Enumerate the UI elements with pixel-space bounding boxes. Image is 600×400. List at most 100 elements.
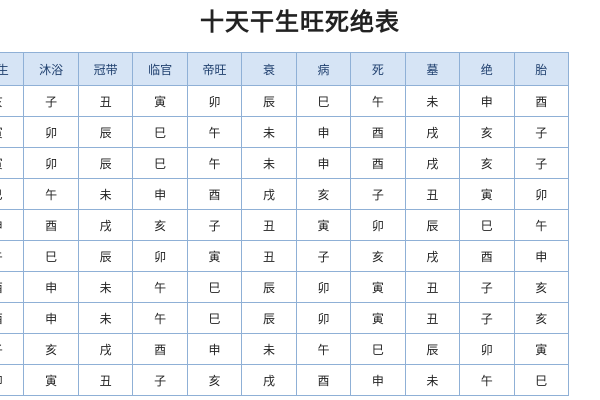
table-cell: 卯 (350, 209, 406, 241)
table-row: 酉申未午巳辰卯寅丑子亥 (0, 302, 570, 334)
table-cell: 卯 (0, 364, 25, 396)
table-cell: 酉 (132, 333, 188, 365)
table-cell: 亥 (132, 209, 188, 241)
table-cell: 丑 (241, 209, 297, 241)
table-cell: 寅 (295, 209, 352, 241)
table-cell: 午 (186, 147, 243, 179)
table-cell: 卯 (186, 85, 243, 117)
table-cell: 午 (459, 364, 515, 396)
table-cell: 子 (132, 364, 188, 396)
table-cell: 亥 (295, 178, 352, 210)
table-cell: 卯 (295, 302, 352, 334)
table-cell: 丑 (404, 271, 461, 303)
table-row: 子亥戌酉申未午巳辰卯寅 (0, 333, 570, 365)
header-cell: 帝旺 (186, 52, 243, 86)
table-row: 酉申未午巳辰卯寅丑子亥 (0, 271, 570, 303)
table-cell: 辰 (404, 333, 461, 365)
table-cell: 寅 (0, 147, 25, 179)
table-row: 亥子丑寅卯辰巳午未申酉 (0, 85, 570, 117)
table-cell: 辰 (241, 302, 297, 334)
table-cell: 巳 (132, 116, 188, 148)
table-cell: 巳 (0, 178, 25, 210)
table-cell: 寅 (513, 333, 570, 365)
table-cell: 辰 (77, 147, 134, 179)
table-cell: 申 (186, 333, 243, 365)
table-cell: 亥 (459, 147, 515, 179)
table-cell: 亥 (459, 116, 515, 148)
table-cell: 子 (513, 147, 570, 179)
table-cell: 寅 (0, 116, 25, 148)
table-cell: 午 (132, 271, 188, 303)
table-cell: 子 (23, 85, 79, 117)
table-cell: 酉 (0, 271, 25, 303)
table-cell: 辰 (241, 271, 297, 303)
table-cell: 巳 (23, 240, 79, 272)
table-cell: 巳 (132, 147, 188, 179)
table-cell: 子 (350, 178, 406, 210)
table-cell: 子 (459, 302, 515, 334)
table-cell: 巳 (295, 85, 352, 117)
table-cell: 巳 (513, 364, 570, 396)
table-cell: 丑 (241, 240, 297, 272)
table-cell: 寅 (132, 85, 188, 117)
table-cell: 寅 (459, 178, 515, 210)
table-cell: 辰 (77, 240, 134, 272)
table-cell: 亥 (0, 85, 25, 117)
table-cell: 辰 (77, 116, 134, 148)
table-cell: 子 (459, 271, 515, 303)
table-cell: 亥 (513, 302, 570, 334)
table-cell: 午 (513, 209, 570, 241)
table-cell: 子 (186, 209, 243, 241)
table-cell: 戌 (404, 116, 461, 148)
table-row: 巳午未申酉戌亥子丑寅卯 (0, 178, 570, 210)
table-cell: 午 (0, 240, 25, 272)
header-row: 长生沐浴冠带临官帝旺衰病死墓绝胎 (0, 52, 570, 86)
table-cell: 丑 (404, 178, 461, 210)
table-cell: 戌 (77, 333, 134, 365)
table-cell: 戌 (77, 209, 134, 241)
header-cell: 衰 (241, 52, 297, 86)
table-cell: 寅 (350, 302, 406, 334)
table-cell: 戌 (241, 178, 297, 210)
table-cell: 寅 (350, 271, 406, 303)
table-cell: 巳 (350, 333, 406, 365)
table-cell: 卯 (459, 333, 515, 365)
table-cell: 巳 (186, 302, 243, 334)
table-cell: 申 (0, 209, 25, 241)
table-cell: 辰 (241, 85, 297, 117)
table-cell: 未 (404, 85, 461, 117)
table-cell: 午 (23, 178, 79, 210)
table-cell: 未 (77, 302, 134, 334)
table-cell: 申 (295, 147, 352, 179)
table-cell: 卯 (132, 240, 188, 272)
table-row: 卯寅丑子亥戌酉申未午巳 (0, 364, 570, 396)
table-cell: 子 (0, 333, 25, 365)
table-cell: 申 (295, 116, 352, 148)
table-cell: 未 (404, 364, 461, 396)
table-cell: 酉 (23, 209, 79, 241)
table-cell: 酉 (295, 364, 352, 396)
table-cell: 酉 (0, 302, 25, 334)
table-cell: 亥 (350, 240, 406, 272)
table-cell: 酉 (350, 116, 406, 148)
table-cell: 酉 (350, 147, 406, 179)
table-cell: 丑 (77, 364, 134, 396)
table-cell: 酉 (186, 178, 243, 210)
table-body: 亥子丑寅卯辰巳午未申酉寅卯辰巳午未申酉戌亥子寅卯辰巳午未申酉戌亥子巳午未申酉戌亥… (0, 85, 570, 396)
header-cell: 病 (295, 52, 352, 86)
table-title: 十天干生旺死绝表 (200, 8, 400, 36)
table-row: 申酉戌亥子丑寅卯辰巳午 (0, 209, 570, 241)
table-cell: 申 (513, 240, 570, 272)
table-cell: 申 (132, 178, 188, 210)
header-cell: 胎 (513, 52, 570, 86)
table-cell: 亥 (186, 364, 243, 396)
table-cell: 未 (241, 333, 297, 365)
table-cell: 未 (241, 116, 297, 148)
table: 长生沐浴冠带临官帝旺衰病死墓绝胎 亥子丑寅卯辰巳午未申酉寅卯辰巳午未申酉戌亥子寅… (0, 52, 570, 396)
table-cell: 寅 (23, 364, 79, 396)
header-cell: 临官 (132, 52, 188, 86)
table-cell: 午 (295, 333, 352, 365)
table-cell: 亥 (23, 333, 79, 365)
